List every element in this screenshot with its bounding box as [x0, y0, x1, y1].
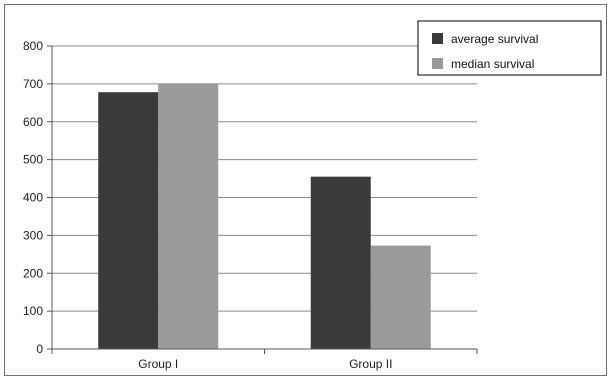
legend-box: [417, 20, 602, 76]
legend-swatch-average-survival: [432, 33, 443, 44]
y-tick-label: 700: [23, 77, 43, 91]
bar-median-survival-group-ii: [370, 245, 431, 349]
y-axis-tick-labels: 0 100 200 300 400 500 600 700 800: [23, 39, 43, 356]
bar-median-survival-group-i: [158, 83, 219, 349]
y-tick-label: 300: [23, 228, 43, 242]
bars: [98, 83, 431, 350]
y-tick-label: 600: [23, 115, 43, 129]
y-tick-label: 500: [23, 153, 43, 167]
y-tick-label: 200: [23, 266, 43, 280]
axes: [47, 45, 478, 354]
x-tick-label: Group II: [349, 357, 392, 371]
legend-label-average-survival: average survival: [451, 32, 538, 46]
y-tick-label: 100: [23, 304, 43, 318]
x-tick-label: Group I: [138, 357, 178, 371]
y-tick-label: 0: [36, 342, 43, 356]
legend: average survival median survival: [417, 20, 602, 76]
bar-average-survival-group-ii: [310, 176, 371, 349]
y-tick-label: 800: [23, 39, 43, 53]
legend-label-median-survival: median survival: [451, 57, 534, 71]
y-tick-label: 400: [23, 191, 43, 205]
bar-average-survival-group-i: [98, 92, 159, 350]
x-axis-tick-labels: Group I Group II: [138, 357, 392, 371]
legend-swatch-median-survival: [432, 58, 443, 69]
